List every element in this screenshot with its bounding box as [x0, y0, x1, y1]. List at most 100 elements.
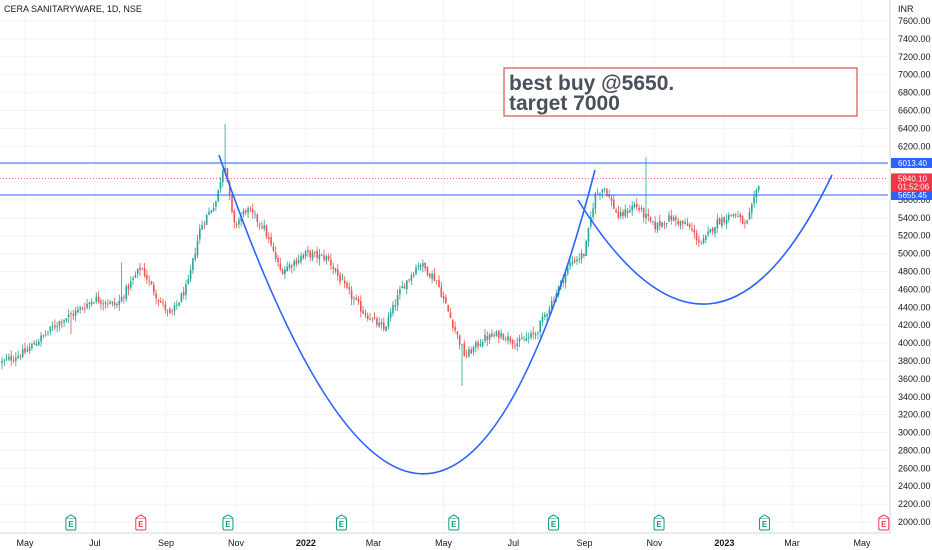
- price-tag-label: 6013.40: [898, 159, 927, 168]
- candle-body: [645, 213, 647, 219]
- svg-text:E: E: [656, 520, 662, 529]
- x-axis[interactable]: May Jul Sep Nov 2022 Mar May Jul Sep Nov 2023 Mar Ma…: [16, 538, 871, 548]
- candle-body: [113, 302, 116, 306]
- candle-body: [401, 286, 403, 289]
- candle-body: [192, 258, 194, 270]
- earnings-marker[interactable]: E: [135, 514, 147, 531]
- y-tick-label: 7400.00: [898, 34, 931, 44]
- candle-body: [691, 228, 693, 231]
- earnings-marker[interactable]: E: [653, 514, 665, 531]
- candle-body: [580, 253, 583, 259]
- candle-body: [753, 196, 755, 204]
- candle-body: [438, 279, 440, 287]
- candle-body: [665, 222, 668, 225]
- earnings-marker[interactable]: E: [548, 514, 560, 531]
- candle-body: [723, 216, 725, 223]
- candle-body: [636, 203, 638, 207]
- candle-body: [104, 302, 107, 304]
- candle-body: [332, 266, 334, 269]
- candle-body: [684, 222, 686, 225]
- candle-body: [325, 256, 328, 261]
- candle-body: [86, 303, 88, 308]
- candle-body: [679, 221, 682, 226]
- candle-body: [396, 295, 399, 306]
- x-tick-label: Nov: [228, 538, 245, 548]
- y-axis[interactable]: 2000.00 2200.00 2400.00 2600.00 2800.00 3000.…: [898, 16, 931, 527]
- candle-body: [431, 274, 433, 279]
- candle-body: [222, 170, 224, 183]
- candle-body: [688, 224, 691, 227]
- candle-body: [626, 210, 629, 214]
- candle-body: [205, 215, 208, 225]
- candle-body: [277, 257, 279, 263]
- candle-body: [77, 309, 79, 313]
- candle-body: [17, 355, 19, 359]
- candle-body: [695, 232, 698, 241]
- candle-body: [304, 251, 307, 257]
- candle-body: [592, 208, 594, 217]
- y-tick-label: 6200.00: [898, 141, 931, 151]
- candle-body: [316, 250, 318, 258]
- x-tick-label: Mar: [366, 538, 382, 548]
- candle-body: [233, 211, 236, 223]
- candle-body: [1, 361, 3, 363]
- candle-body: [281, 270, 284, 275]
- candle-body: [353, 298, 355, 300]
- candle-body: [748, 212, 751, 220]
- candle-body: [346, 282, 348, 288]
- candle-body: [539, 320, 541, 333]
- candle-body: [693, 229, 696, 233]
- candle-body: [231, 195, 233, 213]
- candle-body: [447, 304, 449, 312]
- candle-body: [576, 259, 578, 262]
- annotation-box[interactable]: best buy @5650. target 7000: [503, 67, 858, 117]
- candle-body: [178, 302, 180, 306]
- candle-body: [143, 268, 146, 277]
- candle-body: [461, 344, 463, 346]
- candle-body: [251, 209, 254, 213]
- candle-body: [642, 208, 645, 218]
- candle-body: [383, 322, 385, 330]
- candle-body: [654, 221, 656, 230]
- candle-body: [235, 223, 238, 225]
- svg-text:E: E: [68, 520, 74, 529]
- cup-drawings: [218, 154, 833, 475]
- candle-body: [258, 223, 261, 225]
- candle-body: [622, 211, 624, 217]
- candle-body: [470, 349, 472, 354]
- candle-body: [659, 220, 661, 226]
- earnings-marker[interactable]: E: [335, 514, 347, 531]
- candle-body: [433, 273, 436, 281]
- earnings-marker[interactable]: E: [65, 514, 77, 531]
- earnings-marker[interactable]: E: [878, 514, 890, 531]
- candle-body: [412, 274, 415, 277]
- candle-body: [445, 297, 447, 304]
- candle-body: [127, 285, 130, 290]
- candle-body: [314, 252, 316, 254]
- candle-body: [348, 287, 351, 290]
- candle-body: [38, 341, 40, 345]
- candle-body: [649, 216, 652, 221]
- cup-curve-large[interactable]: [218, 154, 596, 475]
- candle-body: [442, 295, 445, 299]
- candle-body: [661, 222, 663, 228]
- candle-body: [435, 280, 438, 282]
- candle-body: [498, 330, 500, 339]
- cup-curve-small[interactable]: [577, 174, 833, 305]
- earnings-marker[interactable]: E: [448, 514, 460, 531]
- candle-body: [757, 186, 760, 191]
- y-tick-label: 3600.00: [898, 374, 931, 384]
- candle-body: [523, 339, 525, 341]
- svg-text:E: E: [881, 520, 887, 529]
- earnings-marker[interactable]: E: [222, 514, 234, 531]
- candle-body: [148, 280, 150, 282]
- price-tag: [891, 189, 932, 200]
- candle-body: [663, 223, 666, 225]
- candle-body: [111, 301, 114, 304]
- x-tick-label: Jul: [508, 538, 520, 548]
- earnings-marker[interactable]: E: [759, 514, 771, 531]
- candle-body: [504, 339, 507, 341]
- candle-body: [532, 332, 535, 335]
